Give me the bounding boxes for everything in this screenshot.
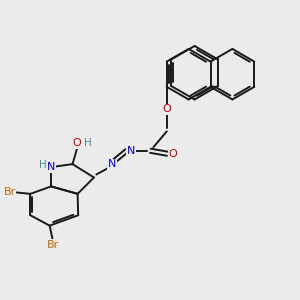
Text: H: H bbox=[83, 138, 91, 148]
Text: N: N bbox=[108, 159, 116, 169]
Text: O: O bbox=[162, 104, 171, 114]
Text: Br: Br bbox=[3, 188, 16, 197]
Text: H: H bbox=[39, 160, 47, 170]
Text: N: N bbox=[127, 146, 135, 156]
Text: N: N bbox=[47, 162, 55, 172]
Text: O: O bbox=[168, 149, 177, 159]
Text: O: O bbox=[73, 138, 81, 148]
Text: Br: Br bbox=[46, 240, 59, 250]
